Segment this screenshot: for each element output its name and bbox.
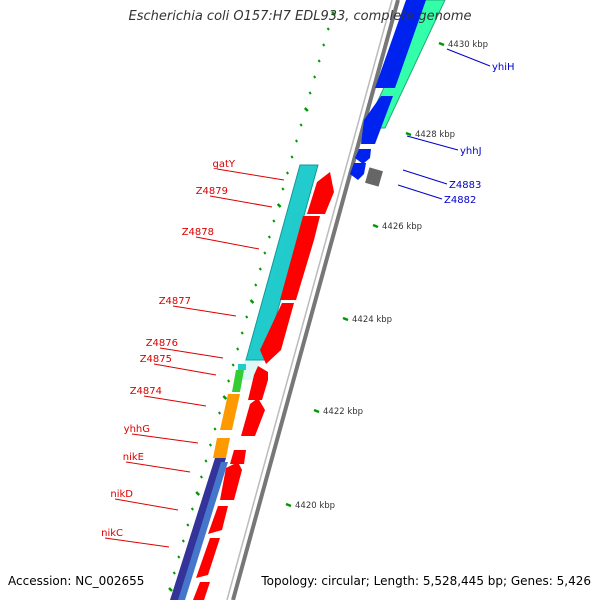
ruler-tick: [323, 44, 325, 46]
ruler-tick: [187, 524, 189, 526]
gene-label-nike: nikE: [123, 452, 144, 463]
gene-label-yhhg: yhhG: [124, 424, 150, 435]
ruler-tick: [278, 204, 281, 207]
gene-label-z4876: Z4876: [146, 338, 178, 349]
ruler-tick: [237, 348, 239, 350]
reverse-cds-track: [193, 172, 334, 600]
gene-label-nikd: nikD: [110, 489, 133, 500]
ruler-tick: [264, 252, 266, 254]
ruler-tick: [210, 444, 212, 446]
gene-leader-line: [105, 538, 169, 547]
ruler-tick: [296, 140, 298, 142]
gene-leader-line: [210, 196, 272, 207]
ruler-tick: [305, 108, 308, 111]
gene-label-yhhj: yhhJ: [460, 146, 482, 157]
ruler-tick: [241, 332, 243, 334]
ruler-tick: [223, 396, 226, 399]
ruler-tick: [269, 236, 271, 238]
kbp-major-tick: [286, 504, 291, 506]
ruler-tick: [174, 572, 176, 574]
gene-label-gaty: gatY: [212, 159, 235, 170]
accession-label: Accession: NC_002655: [8, 574, 144, 588]
genome-title: Escherichia coli O157:H7 EDL933, complet…: [0, 9, 600, 24]
gene-leader-line: [447, 49, 490, 66]
gene-leader-line: [144, 396, 206, 406]
gene-label-z4883: Z4883: [449, 180, 481, 191]
ruler-tick: [183, 540, 185, 542]
ruler-tick: [228, 380, 230, 382]
ruler-tick: [250, 300, 253, 303]
ruler-tick: [291, 156, 293, 158]
ruler-tick: [282, 188, 284, 190]
ruler-tick: [205, 460, 207, 462]
gene-leader-line: [196, 237, 259, 249]
gene-leader-line: [403, 170, 447, 184]
gene-label-z4877: Z4877: [159, 296, 191, 307]
kbp-major-tick: [406, 133, 411, 135]
gene-label-yhih: yhiH: [492, 62, 515, 73]
ruler-tick: [255, 284, 256, 286]
kbp-label: 4426 kbp: [382, 222, 422, 232]
ruler-tick: [192, 508, 194, 510]
forward-gene-labels: yhiH yhhJ Z4883 Z4882: [398, 49, 515, 206]
ruler-tick: [300, 124, 302, 126]
kbp-major-tick: [314, 410, 319, 412]
ruler-tick: [318, 60, 320, 62]
gene-label-z4882: Z4882: [444, 195, 476, 206]
ruler-tick: [201, 476, 203, 478]
ruler-tick: [327, 28, 329, 30]
ruler-tick: [246, 316, 248, 318]
kbp-label: 4424 kbp: [352, 315, 392, 325]
gene-leader-line: [398, 185, 442, 199]
ruler-tick: [178, 556, 180, 558]
kbp-major-tick: [373, 225, 378, 227]
gene-label-z4874: Z4874: [130, 386, 162, 397]
small-features: [213, 364, 246, 458]
kbp-major-tick: [343, 318, 348, 320]
gene-leader-line: [217, 169, 284, 180]
ruler-tick: [196, 492, 199, 495]
gene-leader-line: [132, 434, 198, 443]
gene-leader-line: [126, 462, 190, 472]
ruler-tick: [219, 412, 221, 414]
gene-leader-line: [173, 306, 236, 316]
topology-label: Topology: circular; Length: 5,528,445 bp…: [261, 574, 591, 588]
ruler-tick: [260, 268, 262, 270]
gene-label-nikc: nikC: [101, 528, 123, 539]
kbp-major-tick: [439, 43, 444, 45]
gene-label-z4878: Z4878: [182, 227, 214, 238]
ruler-tick: [214, 428, 216, 430]
ruler-tick: [314, 76, 316, 78]
ruler-tick: [169, 588, 172, 591]
ruler-tick: [232, 364, 234, 366]
gene-label-z4879: Z4879: [196, 186, 228, 197]
gene-label-z4875: Z4875: [140, 354, 172, 365]
kbp-label: 4422 kbp: [323, 407, 363, 417]
ruler-tick: [287, 172, 289, 174]
kbp-label: 4428 kbp: [415, 130, 455, 140]
ruler-tick: [309, 92, 311, 94]
gene-leader-line: [115, 499, 178, 510]
kbp-label: 4430 kbp: [448, 40, 488, 50]
kbp-label: 4420 kbp: [295, 501, 335, 511]
gene-leader-line: [154, 364, 216, 375]
ruler-tick: [273, 220, 275, 222]
